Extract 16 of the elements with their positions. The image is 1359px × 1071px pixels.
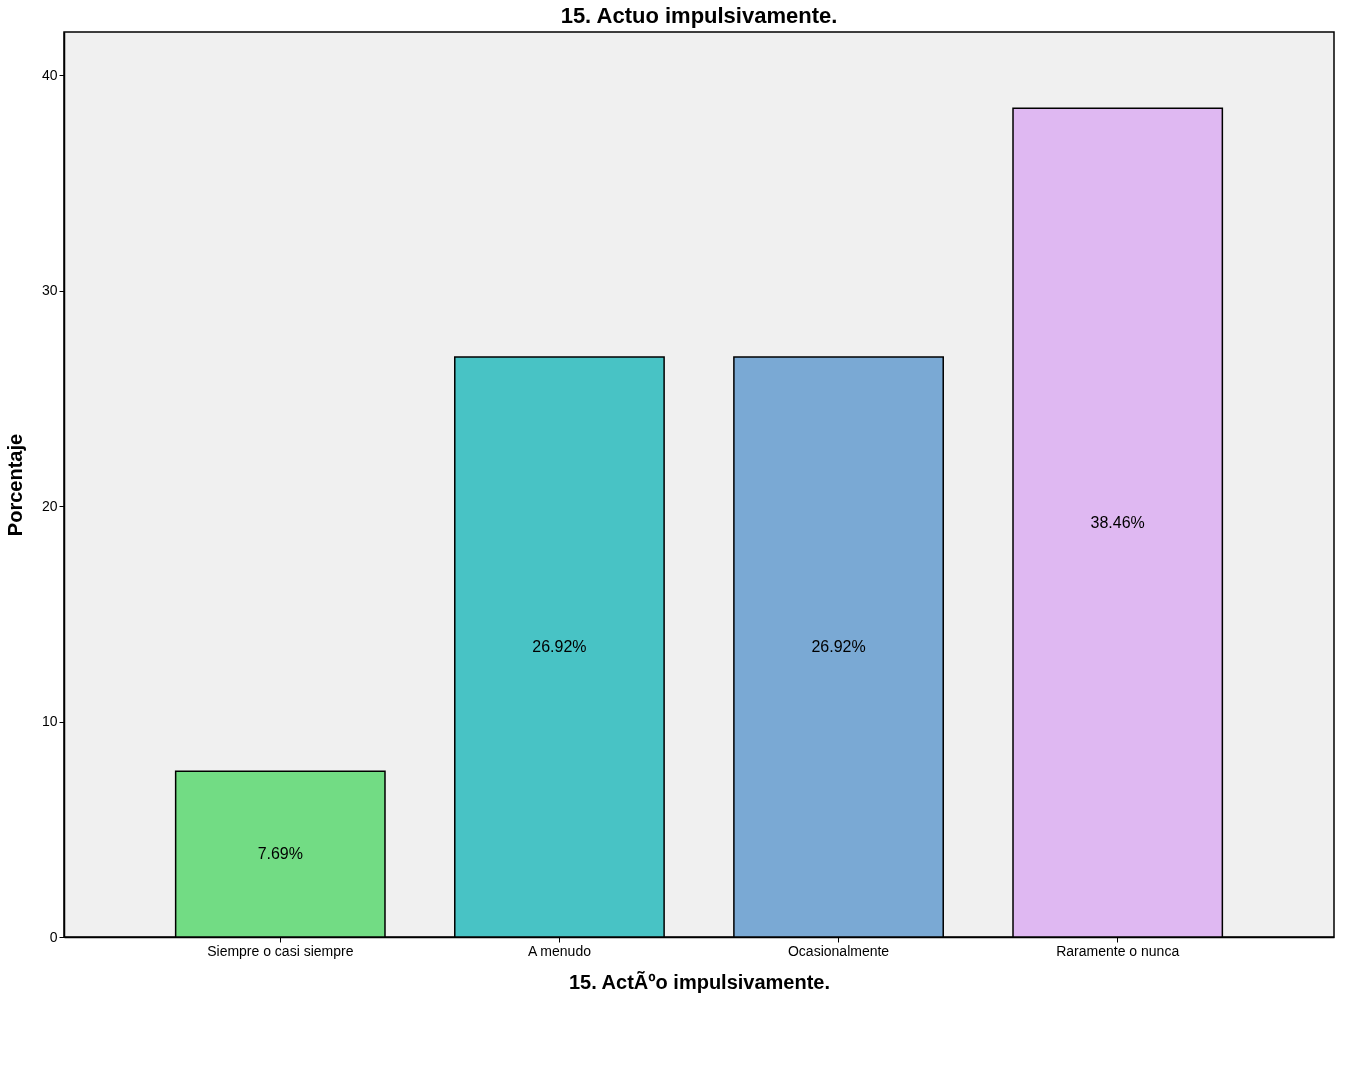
- data-label: 7.69%: [257, 845, 304, 863]
- chart-title: 15. Actuo impulsivamente.: [560, 3, 838, 28]
- y-tick-label: 30: [41, 282, 58, 299]
- y-tick-label: 10: [41, 713, 58, 730]
- x-tick-label: Siempre o casi siempre: [207, 942, 354, 959]
- x-tick-label: Raramente o nunca: [1056, 942, 1180, 959]
- x-tick-label: A menudo: [527, 942, 592, 959]
- y-tick-label: 0: [49, 928, 58, 945]
- data-label: 26.92%: [811, 637, 866, 655]
- x-axis-title: 15. ActÃºo impulsivamente.: [568, 970, 831, 993]
- y-tick-label: 20: [41, 497, 58, 514]
- data-label: 38.46%: [1090, 513, 1145, 531]
- x-tick-label: Ocasionalmente: [787, 942, 890, 959]
- y-tick-label: 40: [41, 66, 58, 83]
- data-label: 26.92%: [532, 637, 587, 655]
- y-axis-title: Porcentaje: [3, 433, 26, 537]
